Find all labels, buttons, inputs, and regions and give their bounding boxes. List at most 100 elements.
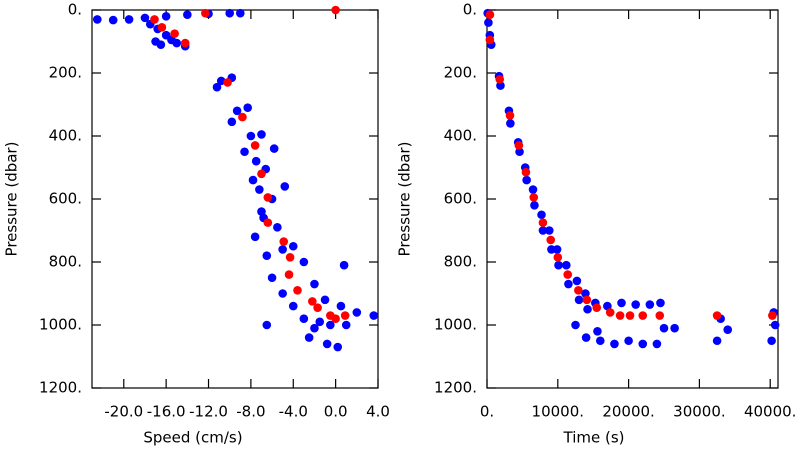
point bbox=[552, 245, 562, 254]
point bbox=[574, 286, 583, 295]
point bbox=[528, 185, 538, 194]
point bbox=[255, 185, 264, 194]
point bbox=[561, 260, 571, 270]
x-tick-label: 20000. bbox=[602, 403, 655, 421]
point bbox=[656, 298, 665, 308]
point bbox=[582, 295, 592, 305]
point bbox=[288, 241, 298, 251]
point bbox=[712, 311, 722, 320]
x-tick-label: 4.0 bbox=[366, 403, 390, 421]
point bbox=[485, 35, 495, 45]
point bbox=[269, 144, 279, 153]
x-tick-label: -4.0 bbox=[279, 403, 308, 421]
point bbox=[339, 260, 349, 270]
point bbox=[564, 279, 573, 289]
y-tick-label: 800. bbox=[49, 253, 82, 271]
point bbox=[574, 295, 584, 305]
point bbox=[538, 226, 548, 235]
point bbox=[180, 38, 190, 48]
point bbox=[315, 317, 325, 327]
point bbox=[610, 339, 619, 349]
point bbox=[485, 10, 495, 20]
x-tick-label: 30000. bbox=[673, 403, 726, 421]
point bbox=[299, 257, 309, 267]
point bbox=[157, 23, 167, 32]
point bbox=[257, 169, 266, 179]
x-axis-label: Speed (cm/s) bbox=[143, 429, 242, 447]
point bbox=[288, 301, 298, 311]
point bbox=[336, 301, 346, 311]
y-tick-label: 600. bbox=[444, 190, 477, 208]
point bbox=[638, 339, 648, 349]
y-tick-label: 200. bbox=[444, 64, 477, 82]
point bbox=[333, 342, 343, 352]
point bbox=[595, 336, 605, 346]
point bbox=[538, 218, 548, 227]
y-tick-label: 1200. bbox=[39, 379, 82, 397]
point bbox=[537, 210, 546, 220]
point bbox=[514, 141, 524, 150]
point bbox=[279, 237, 289, 246]
point bbox=[530, 201, 539, 210]
point bbox=[768, 311, 777, 320]
point bbox=[313, 303, 322, 312]
y-tick-label: 1200. bbox=[434, 379, 477, 397]
point bbox=[150, 15, 159, 24]
point bbox=[250, 232, 260, 242]
y-tick-label: 400. bbox=[444, 127, 477, 145]
point bbox=[331, 314, 340, 324]
point bbox=[304, 333, 314, 342]
y-tick-label: 0. bbox=[68, 1, 82, 19]
point bbox=[631, 300, 640, 309]
x-tick-label: 0. bbox=[480, 403, 494, 421]
x-tick-label: 0.0 bbox=[324, 403, 348, 421]
point bbox=[240, 147, 249, 157]
point bbox=[238, 112, 247, 122]
point bbox=[225, 8, 235, 18]
point bbox=[108, 15, 118, 25]
point bbox=[554, 260, 563, 270]
y-axis-label: Pressure (dbar) bbox=[396, 142, 414, 257]
x-tick-label: -16.0 bbox=[147, 403, 186, 421]
point bbox=[262, 320, 272, 330]
point bbox=[515, 147, 524, 157]
point bbox=[522, 175, 531, 185]
point bbox=[262, 251, 272, 260]
point bbox=[212, 82, 222, 92]
y-tick-label: 400. bbox=[49, 127, 82, 145]
point bbox=[652, 339, 662, 349]
point bbox=[310, 279, 319, 289]
point bbox=[284, 270, 294, 279]
x-tick-label: 10000. bbox=[532, 403, 585, 421]
point bbox=[712, 336, 722, 346]
panel: Time (s) Pressure (dbar) 0. 200. 400. 600. 8… bbox=[396, 1, 797, 447]
point bbox=[572, 276, 582, 286]
point bbox=[495, 75, 505, 84]
point bbox=[92, 15, 102, 24]
point bbox=[605, 308, 615, 317]
point bbox=[331, 5, 340, 15]
y-tick-label: 600. bbox=[49, 190, 82, 208]
x-axis-label: Time (s) bbox=[563, 429, 625, 447]
point bbox=[246, 131, 256, 141]
point bbox=[257, 130, 266, 139]
point bbox=[161, 11, 171, 21]
point bbox=[341, 320, 351, 330]
point bbox=[571, 320, 580, 330]
point bbox=[232, 106, 242, 116]
point bbox=[340, 311, 350, 320]
point bbox=[369, 311, 379, 320]
point bbox=[140, 13, 150, 23]
point bbox=[124, 15, 134, 24]
x-tick-label: -8.0 bbox=[236, 403, 265, 421]
point bbox=[545, 226, 554, 235]
point bbox=[521, 167, 531, 177]
point bbox=[770, 320, 780, 330]
point bbox=[655, 311, 665, 320]
x-tick-label: -12.0 bbox=[189, 403, 228, 421]
point bbox=[243, 103, 253, 112]
x-tick-label: 40000. bbox=[744, 403, 797, 421]
point bbox=[723, 325, 733, 335]
